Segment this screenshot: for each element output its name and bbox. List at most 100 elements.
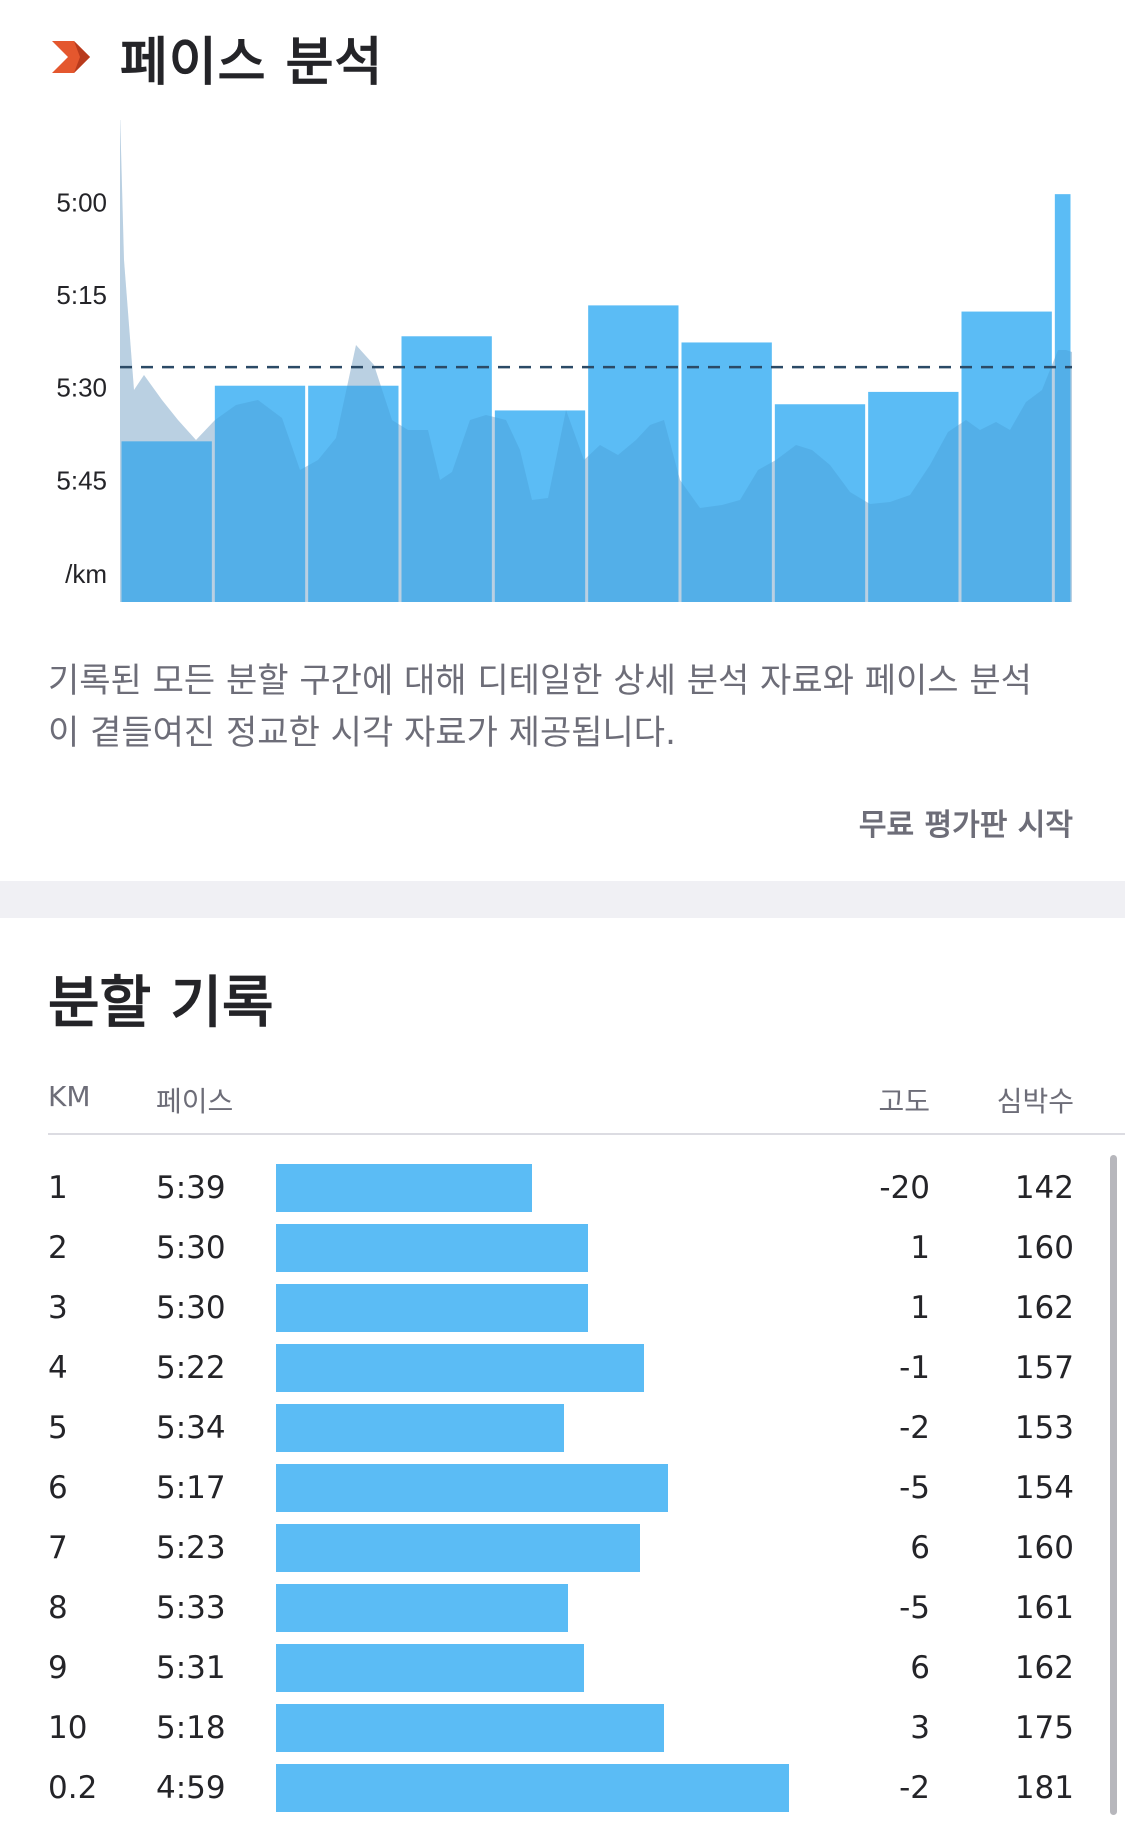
split-heart-rate: 160 xyxy=(1014,1530,1074,1566)
pace-analysis-description: 기록된 모든 분할 구간에 대해 디테일한 상세 분석 자료와 페이스 분석이 … xyxy=(48,661,1032,753)
split-elevation: 1 xyxy=(910,1230,930,1266)
split-pace-bar xyxy=(276,1704,665,1752)
pace-chart: 5:00 5:15 5:30 5:45/km xyxy=(56,120,1072,602)
split-km: 4 xyxy=(48,1350,68,1386)
y-tick-label: 5:15 xyxy=(56,280,107,310)
split-heart-rate: 142 xyxy=(1014,1170,1074,1206)
pace-bar-1 xyxy=(121,441,212,602)
split-pace: 5:22 xyxy=(156,1350,226,1386)
pace-bar-4 xyxy=(401,336,492,602)
pace-analysis-card: 페이스 분석 5:00 5:15 5:30 5:45/km 기록된 모든 분할 구간에… xyxy=(0,0,1125,881)
split-heart-rate: 154 xyxy=(1014,1470,1074,1506)
split-pace: 5:17 xyxy=(156,1470,226,1506)
pace-bar-9 xyxy=(868,391,959,602)
y-axis-ticks: 5:00 5:15 5:30 5:45/km xyxy=(56,187,107,589)
y-tick-label: 5:45 xyxy=(56,465,107,495)
y-tick-label: 5:00 xyxy=(56,187,107,217)
split-pace-bar xyxy=(276,1764,789,1812)
splits-card: 분할 기록 KM 페이스 고도 심박수 1 5:39 -20 142 2 5:30 1 160… xyxy=(0,918,1125,1834)
table-row: 3 5:30 1 162 xyxy=(0,1278,1125,1338)
pace-bar-8 xyxy=(774,404,866,602)
pace-trace-overlay xyxy=(120,120,1072,602)
split-km: 8 xyxy=(48,1590,68,1626)
split-elevation: -5 xyxy=(899,1470,930,1506)
split-pace-bar xyxy=(276,1164,533,1212)
column-header-elevation: 고도 xyxy=(878,1085,930,1118)
table-row: 6 5:17 -5 154 xyxy=(0,1458,1125,1518)
pace-bar-2 xyxy=(214,385,306,602)
y-tick-label: 5:30 xyxy=(56,373,107,403)
overlay-area-layer xyxy=(120,120,1072,602)
pace-bar-0.2 xyxy=(1054,194,1071,602)
split-km: 0.2 xyxy=(48,1770,98,1806)
table-row: 10 5:18 3 175 xyxy=(0,1698,1125,1758)
pace-bars xyxy=(121,194,1071,602)
split-pace: 5:30 xyxy=(156,1230,226,1266)
table-row: 5 5:34 -2 153 xyxy=(0,1398,1125,1458)
table-row: 7 5:23 6 160 xyxy=(0,1518,1125,1578)
split-pace: 5:39 xyxy=(156,1170,226,1206)
pace-bar-10 xyxy=(961,311,1052,602)
split-elevation: 6 xyxy=(910,1530,930,1566)
split-elevation: -5 xyxy=(899,1590,930,1626)
table-row: 9 5:31 6 162 xyxy=(0,1638,1125,1698)
split-elevation: -1 xyxy=(899,1350,930,1386)
split-km: 6 xyxy=(48,1470,68,1506)
split-heart-rate: 160 xyxy=(1014,1230,1074,1266)
split-pace: 5:18 xyxy=(156,1710,226,1746)
column-header-km: KM xyxy=(48,1080,91,1113)
pace-bar-6 xyxy=(588,305,679,602)
split-elevation: 3 xyxy=(910,1710,930,1746)
split-heart-rate: 175 xyxy=(1014,1710,1074,1746)
pace-bar-3 xyxy=(308,385,399,602)
column-header-pace: 페이스 xyxy=(156,1085,234,1118)
split-pace-bar xyxy=(276,1584,569,1632)
split-pace: 5:33 xyxy=(156,1590,226,1626)
split-heart-rate: 162 xyxy=(1014,1650,1074,1686)
split-km: 1 xyxy=(48,1170,68,1206)
split-km: 7 xyxy=(48,1530,68,1566)
split-elevation: -2 xyxy=(899,1410,930,1446)
column-header-heart-rate: 심박수 xyxy=(996,1085,1074,1118)
chevron-right-icon xyxy=(52,41,90,73)
free-trial-link[interactable]: 무료 평가판 시작 xyxy=(858,808,1073,843)
split-pace-bar xyxy=(276,1344,645,1392)
pace-bar-5 xyxy=(494,410,586,602)
scrollbar[interactable] xyxy=(1110,1155,1117,1815)
pace-bar-7 xyxy=(681,342,772,602)
pace-analysis-header: 페이스 분석 xyxy=(50,22,384,93)
split-pace: 5:34 xyxy=(156,1410,226,1446)
section-separator xyxy=(0,881,1125,918)
split-heart-rate: 157 xyxy=(1014,1350,1074,1386)
table-row: 2 5:30 1 160 xyxy=(0,1218,1125,1278)
split-elevation: 6 xyxy=(910,1650,930,1686)
table-row: 4 5:22 -1 157 xyxy=(0,1338,1125,1398)
split-km: 2 xyxy=(48,1230,68,1266)
split-elevation: 1 xyxy=(910,1290,930,1326)
split-km: 3 xyxy=(48,1290,68,1326)
split-pace-bar xyxy=(276,1284,589,1332)
pace-analysis-title: 페이스 분석 xyxy=(120,32,384,93)
split-heart-rate: 153 xyxy=(1014,1410,1074,1446)
split-elevation: -2 xyxy=(899,1770,930,1806)
split-pace: 5:30 xyxy=(156,1290,226,1326)
split-heart-rate: 162 xyxy=(1014,1290,1074,1326)
y-tick-label: /km xyxy=(65,559,107,589)
split-km: 5 xyxy=(48,1410,68,1446)
table-row: 1 5:39 -20 142 xyxy=(0,1158,1125,1218)
split-pace: 5:23 xyxy=(156,1530,226,1566)
split-km: 9 xyxy=(48,1650,68,1686)
split-heart-rate: 161 xyxy=(1014,1590,1074,1626)
split-pace-bar xyxy=(276,1644,585,1692)
split-km: 10 xyxy=(48,1710,88,1746)
split-heart-rate: 181 xyxy=(1014,1770,1074,1806)
table-row: 0.2 4:59 -2 181 xyxy=(0,1758,1125,1818)
split-pace-bar xyxy=(276,1404,565,1452)
split-pace-bar xyxy=(276,1464,669,1512)
split-pace-bar xyxy=(276,1224,589,1272)
split-pace: 4:59 xyxy=(156,1770,226,1806)
table-divider xyxy=(48,1133,1125,1135)
table-row: 8 5:33 -5 161 xyxy=(0,1578,1125,1638)
split-pace-bar xyxy=(276,1524,641,1572)
split-elevation: -20 xyxy=(879,1170,930,1206)
